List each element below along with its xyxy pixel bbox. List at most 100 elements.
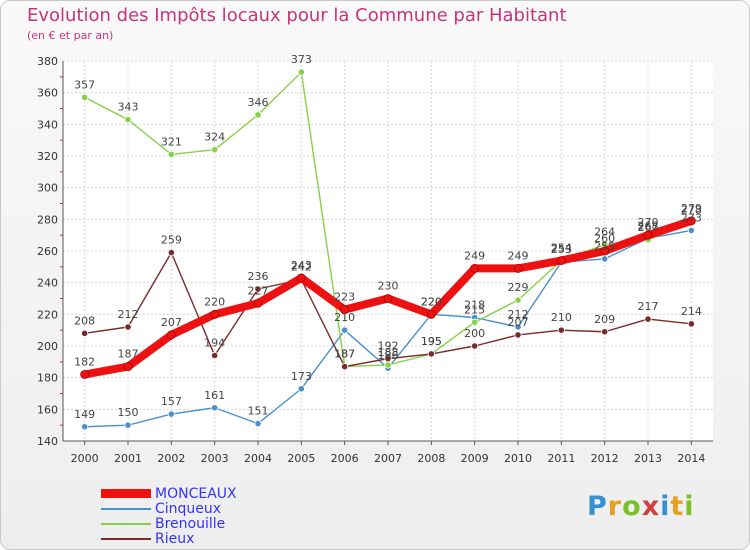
legend-label: MONCEAUX — [155, 485, 237, 502]
x-tick-label: 2006 — [331, 452, 359, 465]
data-label-cinqueux: 273 — [681, 211, 702, 224]
data-label-brenouille: 278 — [681, 204, 702, 217]
data-label-cinqueux: 151 — [248, 405, 269, 418]
chart-legend: MONCEAUX Cinqueux Brenouille Rieux — [101, 485, 237, 547]
data-label-brenouille: 357 — [74, 78, 95, 91]
point-brenouille — [514, 296, 522, 304]
point-cinqueux — [211, 404, 219, 412]
y-tick-label: 340 — [37, 118, 58, 131]
x-tick-label: 2014 — [677, 452, 705, 465]
logo-letter: i — [684, 491, 695, 522]
data-label-monceaux: 249 — [508, 249, 529, 262]
x-tick-label: 2007 — [374, 452, 402, 465]
point-monceaux — [556, 256, 566, 265]
data-label-brenouille: 346 — [248, 96, 269, 109]
x-tick-label: 2012 — [591, 452, 619, 465]
data-label-rieux: 242 — [291, 261, 312, 274]
point-rieux — [254, 285, 262, 293]
proxiti-logo: Proxiti — [587, 491, 695, 522]
data-label-cinqueux: 150 — [118, 406, 139, 419]
data-label-monceaux: 249 — [464, 249, 485, 262]
point-rieux — [384, 355, 392, 363]
point-rieux — [427, 350, 435, 358]
data-label-rieux: 208 — [74, 314, 95, 327]
data-label-cinqueux: 253 — [551, 243, 572, 256]
point-cinqueux — [124, 421, 132, 429]
data-label-rieux: 187 — [334, 348, 355, 361]
point-monceaux — [253, 298, 263, 308]
data-label-brenouille: 215 — [464, 303, 485, 316]
point-cinqueux — [254, 419, 262, 428]
legend-swatch — [101, 489, 151, 498]
data-label-cinqueux: 255 — [594, 240, 615, 253]
point-rieux — [644, 315, 652, 323]
point-rieux — [601, 328, 609, 336]
data-label-cinqueux: 161 — [204, 389, 225, 402]
data-label-brenouille: 267 — [638, 221, 659, 234]
data-label-cinqueux: 157 — [161, 395, 182, 408]
data-label-monceaux: 230 — [378, 280, 399, 293]
data-label-brenouille: 373 — [291, 53, 312, 66]
data-label-rieux: 207 — [508, 316, 529, 329]
data-label-cinqueux: 212 — [508, 308, 529, 321]
x-tick-label: 2000 — [71, 452, 99, 465]
point-rieux — [124, 323, 132, 331]
point-monceaux — [426, 309, 436, 319]
logo-letter: i — [660, 491, 671, 522]
point-cinqueux — [167, 410, 175, 418]
y-tick-label: 260 — [37, 245, 58, 258]
data-label-rieux: 194 — [204, 337, 225, 350]
point-cinqueux — [297, 385, 305, 393]
data-label-cinqueux: 173 — [291, 370, 312, 383]
data-label-brenouille: 254 — [551, 242, 572, 255]
data-label-monceaux: 207 — [161, 316, 182, 329]
data-label-monceaux: 279 — [681, 202, 702, 215]
data-label-brenouille: 343 — [118, 101, 139, 114]
point-brenouille — [471, 318, 479, 326]
data-label-rieux: 192 — [378, 340, 399, 353]
legend-item-cinqueux: Cinqueux — [101, 500, 237, 517]
logo-letter: P — [587, 491, 608, 522]
data-label-monceaux: 227 — [248, 284, 269, 297]
logo-letter: r — [607, 491, 623, 522]
legend-label: Cinqueux — [155, 500, 222, 517]
point-brenouille — [167, 150, 175, 159]
logo-letter: t — [670, 491, 685, 522]
legend-swatch — [101, 522, 151, 525]
chart-title: Evolution des Impôts locaux pour la Comm… — [27, 5, 567, 26]
point-brenouille — [81, 93, 89, 102]
data-label-brenouille: 229 — [508, 281, 529, 294]
point-cinqueux — [514, 323, 522, 331]
data-label-monceaux: 187 — [118, 348, 139, 361]
x-tick-label: 2008 — [417, 452, 445, 465]
data-label-cinqueux: 220 — [421, 295, 442, 308]
point-cinqueux — [601, 255, 609, 263]
point-monceaux — [340, 305, 350, 314]
point-brenouille — [384, 361, 392, 369]
data-label-rieux: 210 — [551, 311, 572, 324]
point-cinqueux — [687, 226, 695, 235]
data-label-monceaux: 254 — [551, 242, 572, 255]
data-label-brenouille: 187 — [334, 348, 355, 361]
point-rieux — [341, 362, 349, 371]
data-label-brenouille: 324 — [204, 131, 225, 144]
y-tick-label: 220 — [37, 308, 58, 321]
logo-letter: x — [641, 491, 661, 522]
data-label-monceaux: 260 — [594, 232, 615, 245]
point-monceaux — [686, 216, 696, 226]
data-label-rieux: 195 — [421, 335, 442, 348]
legend-item-monceaux: MONCEAUX — [101, 485, 237, 502]
x-tick-label: 2010 — [504, 452, 532, 465]
data-label-cinqueux: 218 — [464, 299, 485, 312]
data-label-cinqueux: 210 — [334, 311, 355, 324]
data-label-cinqueux: 186 — [378, 349, 399, 362]
y-tick-label: 240 — [37, 277, 58, 290]
point-cinqueux — [341, 326, 349, 334]
data-label-cinqueux: 149 — [74, 408, 95, 421]
point-rieux — [167, 248, 175, 257]
data-label-monceaux: 182 — [74, 356, 95, 369]
legend-item-brenouille: Brenouille — [101, 516, 237, 532]
x-tick-label: 2003 — [201, 452, 229, 465]
legend-swatch — [101, 507, 151, 510]
